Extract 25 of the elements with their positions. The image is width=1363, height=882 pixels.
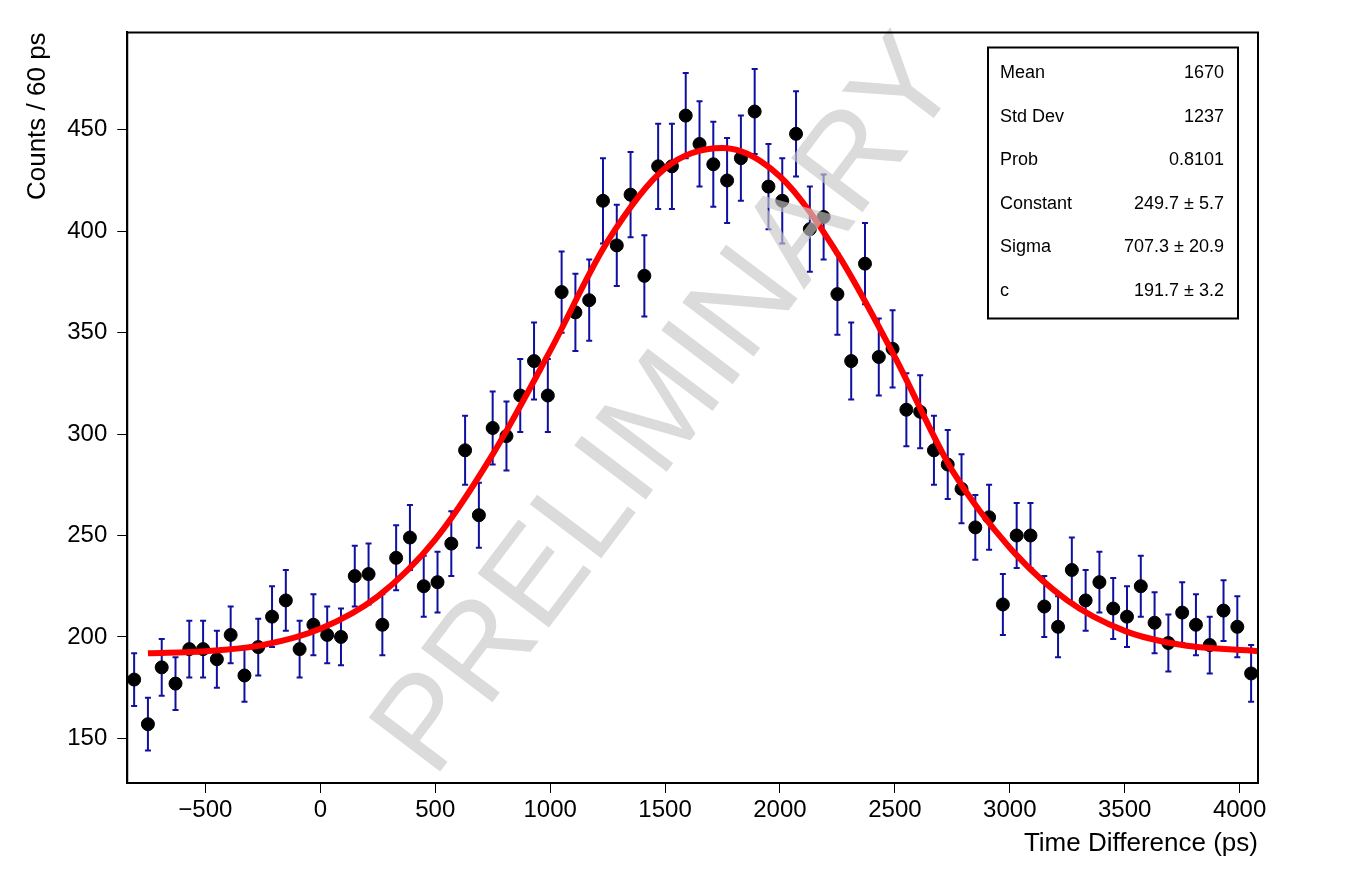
x-tick-label: 2000 xyxy=(753,795,807,823)
y-tick-label: 450 xyxy=(67,114,108,142)
text: Std Dev 1237 xyxy=(1000,105,1224,126)
x-tick-label: 3000 xyxy=(983,795,1037,823)
x-tick-label: −500 xyxy=(178,795,233,823)
text: Constant 249.7 ± 5.7 xyxy=(1000,192,1224,213)
y-tick-label: 350 xyxy=(67,317,108,345)
x-tick-label: 3500 xyxy=(1098,795,1152,823)
text: c 191.7 ± 3.2 xyxy=(1000,279,1224,300)
y-tick-label: 200 xyxy=(67,621,108,649)
y-tick-label: 300 xyxy=(67,418,108,446)
y-tick-label: 400 xyxy=(67,215,108,243)
x-tick-label: 0 xyxy=(313,795,327,823)
text: Prob 0.8101 xyxy=(1000,149,1224,170)
x-tick-label: 2500 xyxy=(868,795,922,823)
text: Mean 1670 xyxy=(1000,62,1224,83)
y-axis-title: Counts / 60 ps xyxy=(20,32,51,201)
x-tick-label: 4000 xyxy=(1212,795,1267,823)
x-axis-title: Time Difference (ps) xyxy=(1023,826,1258,857)
x-tick-label: 1000 xyxy=(523,795,577,823)
y-tick-label: 150 xyxy=(67,722,108,750)
x-tick-label: 500 xyxy=(415,795,456,823)
text: Sigma 707.3 ± 20.9 xyxy=(1000,236,1224,257)
x-tick-label: 1500 xyxy=(638,795,692,823)
y-tick-label: 250 xyxy=(67,520,108,548)
